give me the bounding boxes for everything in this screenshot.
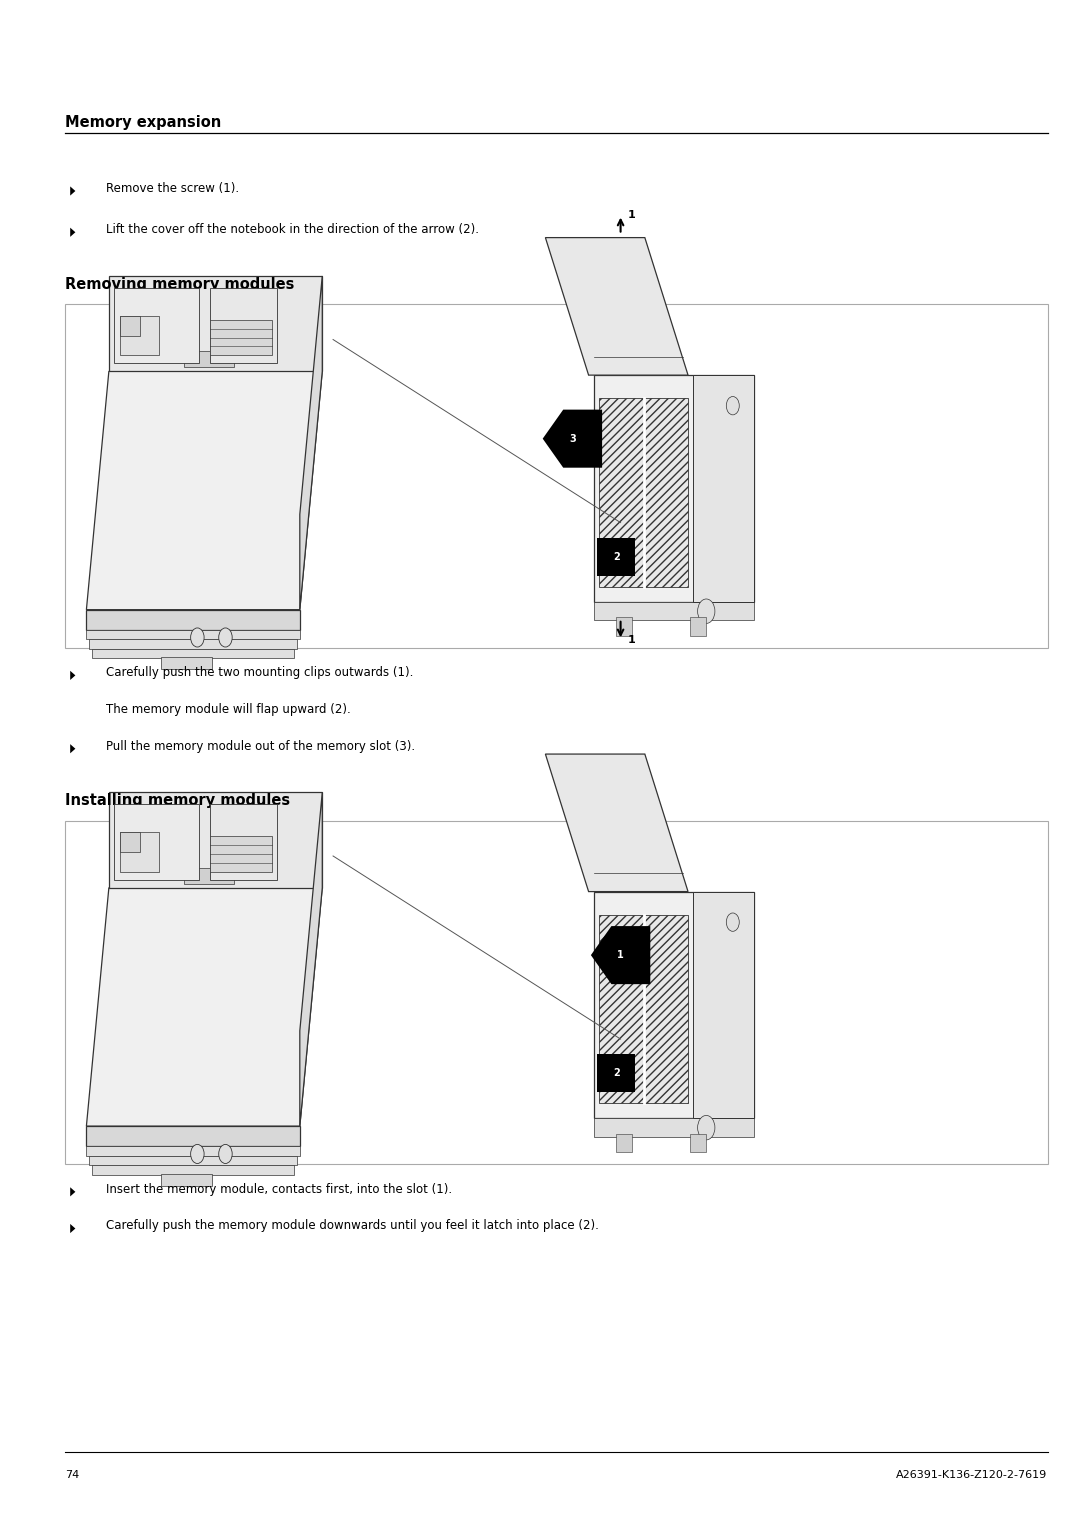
Polygon shape <box>70 186 76 196</box>
Polygon shape <box>545 755 688 892</box>
Polygon shape <box>90 639 297 648</box>
Polygon shape <box>86 1146 300 1155</box>
Text: Memory expansion: Memory expansion <box>65 115 221 130</box>
FancyBboxPatch shape <box>184 351 234 367</box>
Polygon shape <box>86 371 322 610</box>
Polygon shape <box>599 914 688 1103</box>
Polygon shape <box>90 1155 297 1164</box>
Polygon shape <box>70 671 76 680</box>
Text: 74: 74 <box>65 1470 79 1481</box>
Polygon shape <box>92 648 294 659</box>
Polygon shape <box>120 833 139 853</box>
Polygon shape <box>591 926 650 984</box>
Circle shape <box>727 397 740 414</box>
Polygon shape <box>70 228 76 237</box>
Text: 3: 3 <box>569 434 576 443</box>
Polygon shape <box>210 836 272 872</box>
Text: 2: 2 <box>612 1068 620 1079</box>
Polygon shape <box>92 1164 294 1175</box>
Polygon shape <box>693 374 755 602</box>
Polygon shape <box>114 804 199 880</box>
Polygon shape <box>120 833 160 872</box>
Text: Installing memory modules: Installing memory modules <box>65 793 289 808</box>
Polygon shape <box>86 630 300 639</box>
Polygon shape <box>300 277 322 610</box>
FancyBboxPatch shape <box>184 868 234 883</box>
Text: Removing memory modules: Removing memory modules <box>65 277 294 292</box>
Polygon shape <box>86 888 322 1126</box>
FancyBboxPatch shape <box>616 1134 632 1152</box>
Text: The memory module will flap upward (2).: The memory module will flap upward (2). <box>106 703 351 717</box>
FancyBboxPatch shape <box>597 538 635 576</box>
Text: 1: 1 <box>629 636 636 645</box>
Text: Carefully push the two mounting clips outwards (1).: Carefully push the two mounting clips ou… <box>106 666 414 680</box>
Circle shape <box>698 1115 715 1140</box>
Text: 1: 1 <box>617 950 624 960</box>
Text: A26391-K136-Z120-2-7619: A26391-K136-Z120-2-7619 <box>896 1470 1048 1481</box>
Polygon shape <box>300 793 322 1126</box>
Circle shape <box>191 628 204 646</box>
Polygon shape <box>109 793 322 888</box>
Polygon shape <box>210 319 272 356</box>
Text: 1: 1 <box>629 209 636 220</box>
FancyBboxPatch shape <box>65 821 1048 1164</box>
Circle shape <box>698 599 715 623</box>
FancyBboxPatch shape <box>597 1054 635 1093</box>
Circle shape <box>727 914 740 932</box>
Text: 2: 2 <box>612 552 620 562</box>
Text: Carefully push the memory module downwards until you feel it latch into place (2: Carefully push the memory module downwar… <box>106 1219 598 1233</box>
FancyBboxPatch shape <box>690 617 706 636</box>
Polygon shape <box>545 237 688 374</box>
Polygon shape <box>594 1118 755 1137</box>
Polygon shape <box>70 744 76 753</box>
Polygon shape <box>210 287 278 364</box>
Polygon shape <box>70 1224 76 1233</box>
FancyBboxPatch shape <box>690 1134 706 1152</box>
Polygon shape <box>86 610 300 630</box>
Text: Remove the screw (1).: Remove the screw (1). <box>106 182 239 196</box>
Polygon shape <box>594 892 755 1118</box>
Polygon shape <box>70 1187 76 1196</box>
FancyBboxPatch shape <box>616 617 632 636</box>
Polygon shape <box>210 804 278 880</box>
Polygon shape <box>120 316 139 336</box>
Polygon shape <box>109 277 322 371</box>
Text: Insert the memory module, contacts first, into the slot (1).: Insert the memory module, contacts first… <box>106 1183 451 1196</box>
Polygon shape <box>120 316 160 356</box>
Polygon shape <box>594 374 755 602</box>
Text: Pull the memory module out of the memory slot (3).: Pull the memory module out of the memory… <box>106 740 415 753</box>
FancyBboxPatch shape <box>161 657 212 669</box>
Polygon shape <box>543 410 603 468</box>
Polygon shape <box>86 1126 300 1146</box>
Circle shape <box>191 1144 204 1163</box>
Text: Lift the cover off the notebook in the direction of the arrow (2).: Lift the cover off the notebook in the d… <box>106 223 478 237</box>
Polygon shape <box>594 602 755 620</box>
FancyBboxPatch shape <box>65 304 1048 648</box>
Circle shape <box>219 628 232 646</box>
Polygon shape <box>114 287 199 364</box>
Polygon shape <box>693 892 755 1118</box>
FancyBboxPatch shape <box>161 1174 212 1186</box>
Circle shape <box>219 1144 232 1163</box>
Polygon shape <box>599 397 688 587</box>
